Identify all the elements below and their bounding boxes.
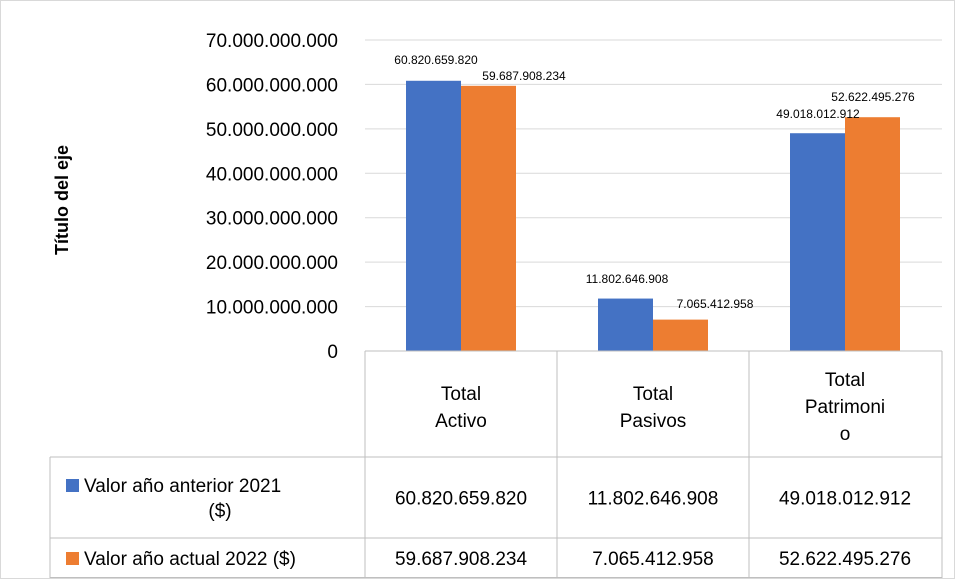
data-table: Total Activo Total Pasivos Total Patrimoni o Va… xyxy=(49,350,943,578)
data-label: 7.065.412.958 xyxy=(677,297,754,311)
y-tick-label: 30.000.000.000 xyxy=(206,209,338,230)
bar xyxy=(406,80,461,351)
legend-label: Valor año anterior 2021 xyxy=(84,476,281,497)
bar xyxy=(598,298,653,351)
table-value: 7.065.412.958 xyxy=(592,549,714,570)
bar xyxy=(790,133,845,351)
legend-swatch xyxy=(66,552,79,565)
table-value: 49.018.012.912 xyxy=(779,489,911,510)
y-tick-label: 70.000.000.000 xyxy=(206,31,338,52)
y-axis-title: Título del eje xyxy=(52,145,72,255)
table-value: 52.622.495.276 xyxy=(779,549,911,570)
data-label: 52.622.495.276 xyxy=(831,90,915,104)
category-label: o xyxy=(840,424,851,445)
data-label: 11.802.646.908 xyxy=(586,272,669,286)
y-tick-label: 50.000.000.000 xyxy=(206,120,338,141)
category-label: Total xyxy=(633,384,673,405)
category-label: Total xyxy=(825,370,865,391)
legend-label: ($) xyxy=(208,501,231,522)
table-value: 11.802.646.908 xyxy=(588,489,719,510)
legend-swatch xyxy=(66,479,79,492)
y-tick-label: 40.000.000.000 xyxy=(206,164,338,185)
y-tick-label: 20.000.000.000 xyxy=(206,253,338,274)
data-label: 49.018.012.912 xyxy=(776,107,860,121)
data-label: 60.820.659.820 xyxy=(394,53,478,67)
bar xyxy=(845,117,900,351)
category-label: Patrimoni xyxy=(805,397,885,418)
data-label: 59.687.908.234 xyxy=(482,69,566,83)
y-tick-label: 0 xyxy=(327,342,338,363)
y-tick-label: 60.000.000.000 xyxy=(206,75,338,96)
category-label: Pasivos xyxy=(620,411,687,432)
bar xyxy=(653,319,708,351)
category-label: Total xyxy=(441,384,481,405)
legend-label: Valor año actual 2022 ($) xyxy=(84,549,296,570)
category-label: Activo xyxy=(435,411,487,432)
y-tick-label: 10.000.000.000 xyxy=(206,298,338,319)
data-labels: 60.820.659.820 59.687.908.234 11.802.646.9… xyxy=(394,53,915,311)
bars xyxy=(406,80,900,351)
table-value: 60.820.659.820 xyxy=(395,489,527,510)
table-value: 59.687.908.234 xyxy=(395,549,528,570)
y-axis: 0 10.000.000.000 20.000.000.000 30.000.000.… xyxy=(206,31,338,363)
bar xyxy=(461,85,516,351)
